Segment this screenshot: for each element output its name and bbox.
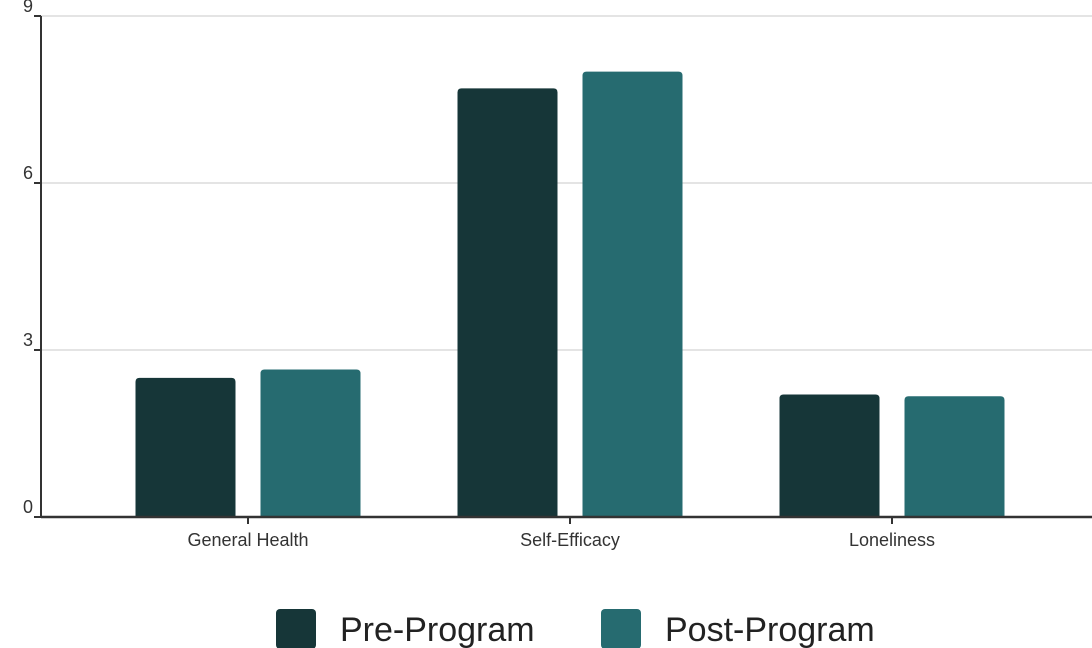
x-tick-label: General Health <box>187 530 308 550</box>
legend-swatch-post-program <box>601 609 641 648</box>
bar-pre-program-self-efficacy <box>457 88 558 517</box>
y-tick-label: 0 <box>23 497 33 517</box>
bars <box>135 71 1005 518</box>
y-tick-label: 3 <box>23 330 33 350</box>
gridlines <box>41 15 1092 351</box>
bar-pre-program-loneliness <box>779 394 880 517</box>
y-axis-ticks: 0 3 6 9 <box>23 0 41 518</box>
axes <box>40 16 1092 519</box>
bar-post-program-self-efficacy <box>582 71 683 518</box>
x-tick-label: Self-Efficacy <box>520 530 620 550</box>
x-tick-label: Loneliness <box>849 530 935 550</box>
bar-post-program-general-health <box>260 369 361 517</box>
x-axis-ticks: General Health Self-Efficacy Loneliness <box>187 517 935 550</box>
legend-label-post-program: Post-Program <box>665 611 875 648</box>
legend: Pre-Program Post-Program <box>276 609 875 648</box>
bar-pre-program-general-health <box>135 377 236 517</box>
y-tick-label: 6 <box>23 163 33 183</box>
y-tick-label: 9 <box>23 0 33 16</box>
bar-post-program-loneliness <box>904 396 1005 517</box>
legend-swatch-pre-program <box>276 609 316 648</box>
legend-label-pre-program: Pre-Program <box>340 611 535 648</box>
